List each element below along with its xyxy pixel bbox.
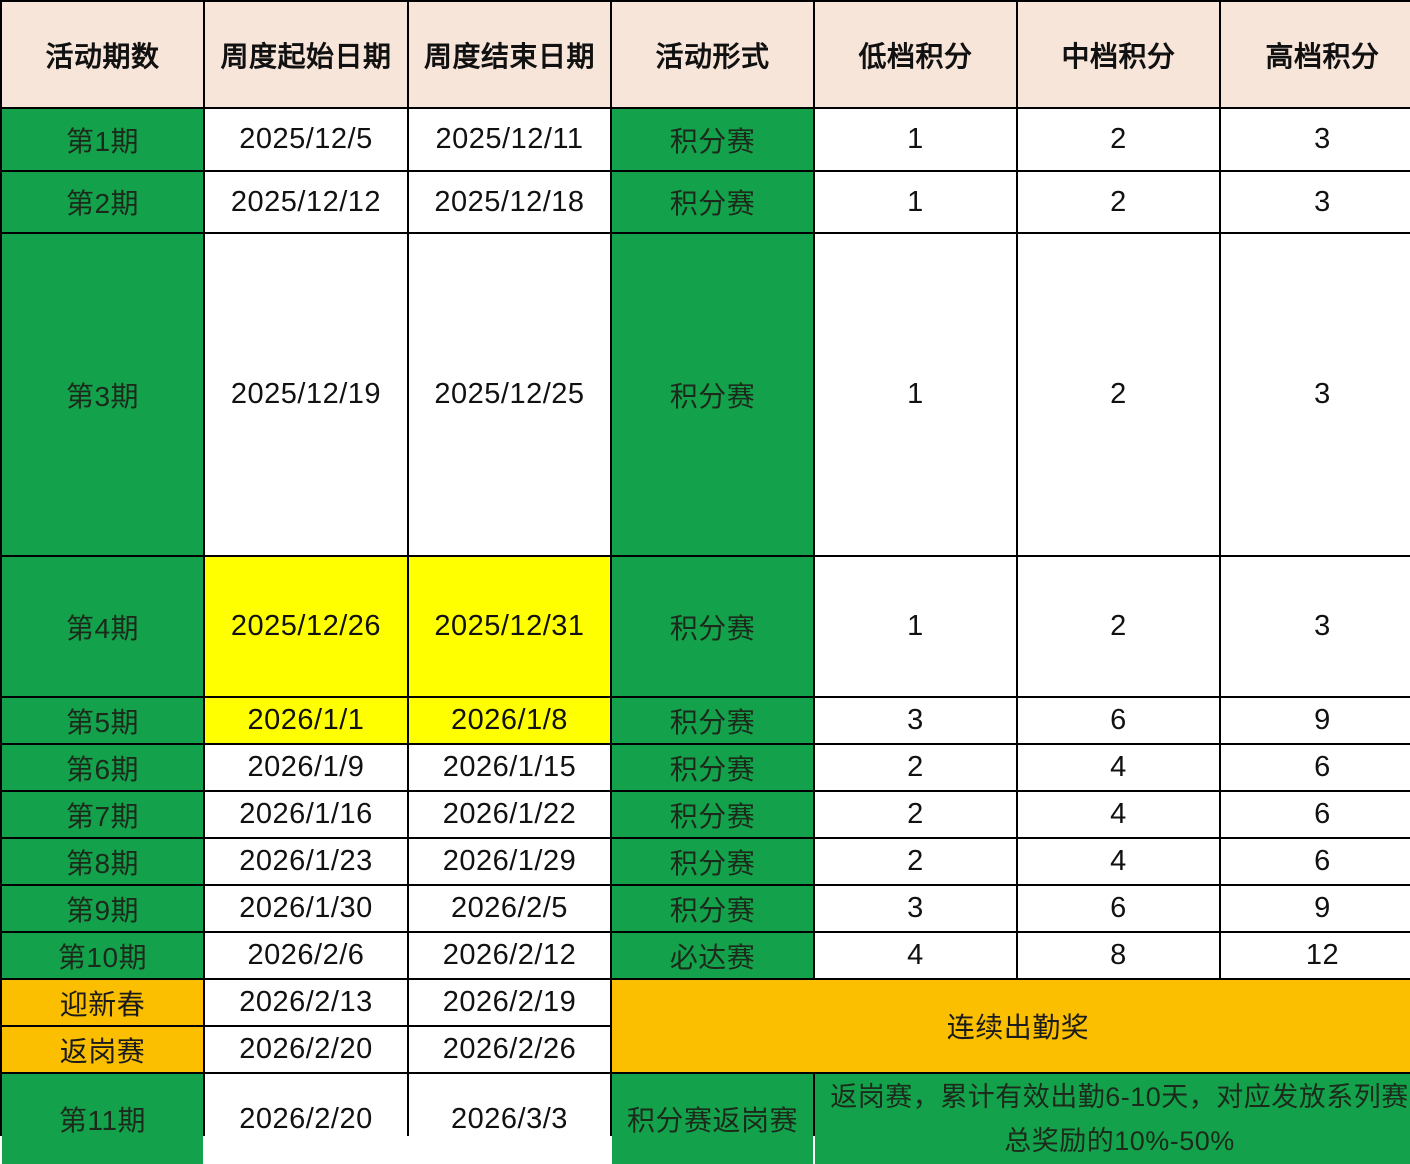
header-period: 活动期数 [2,2,203,107]
cell-period: 第6期 [2,745,203,790]
cell-format: 积分赛返岗赛 [612,1074,813,1164]
cell-start-date: 2026/1/16 [205,792,407,837]
cell-low-points: 1 [815,109,1016,170]
cell-mid-points: 6 [1018,886,1219,931]
cell-format: 积分赛 [612,172,813,232]
cell-end-date: 2026/2/26 [409,1027,610,1072]
cell-low-points: 1 [815,234,1016,555]
cell-mid-points: 4 [1018,745,1219,790]
cell-end-date: 2026/1/29 [409,839,610,884]
cell-start-date: 2026/2/20 [205,1027,407,1072]
cell-mid-points: 4 [1018,839,1219,884]
cell-start-date: 2026/2/20 [205,1074,407,1164]
cell-low-points: 1 [815,557,1016,696]
cell-end-date: 2025/12/31 [409,557,610,696]
cell-end-date: 2026/1/22 [409,792,610,837]
cell-mid-points: 6 [1018,698,1219,743]
cell-period: 第9期 [2,886,203,931]
cell-period: 返岗赛 [2,1027,203,1072]
return-race-description: 返岗赛，累计有效出勤6-10天，对应发放系列赛总奖励的10%-50% [815,1074,1410,1164]
cell-high-points: 12 [1221,933,1410,978]
cell-end-date: 2026/1/8 [409,698,610,743]
cell-low-points: 2 [815,792,1016,837]
cell-start-date: 2026/1/23 [205,839,407,884]
header-start-date: 周度起始日期 [205,2,407,107]
cell-high-points: 3 [1221,234,1410,555]
cell-format: 必达赛 [612,933,813,978]
cell-start-date: 2025/12/19 [205,234,407,555]
header-end-date: 周度结束日期 [409,2,610,107]
header-low-points: 低档积分 [815,2,1016,107]
cell-format: 积分赛 [612,234,813,555]
cell-mid-points: 2 [1018,172,1219,232]
cell-high-points: 9 [1221,698,1410,743]
cell-end-date: 2026/2/5 [409,886,610,931]
cell-low-points: 4 [815,933,1016,978]
cell-high-points: 3 [1221,557,1410,696]
cell-end-date: 2025/12/18 [409,172,610,232]
cell-low-points: 2 [815,839,1016,884]
cell-mid-points: 2 [1018,234,1219,555]
cell-start-date: 2026/1/30 [205,886,407,931]
cell-period: 第5期 [2,698,203,743]
cell-start-date: 2026/2/13 [205,980,407,1025]
cell-start-date: 2026/2/6 [205,933,407,978]
attendance-award-cell: 连续出勤奖 [612,980,1410,1072]
cell-period: 第1期 [2,109,203,170]
cell-format: 积分赛 [612,745,813,790]
cell-period: 第2期 [2,172,203,232]
header-mid-points: 中档积分 [1018,2,1219,107]
cell-low-points: 1 [815,172,1016,232]
header-format: 活动形式 [612,2,813,107]
cell-start-date: 2025/12/26 [205,557,407,696]
cell-mid-points: 4 [1018,792,1219,837]
cell-high-points: 3 [1221,172,1410,232]
cell-end-date: 2026/1/15 [409,745,610,790]
cell-period: 第8期 [2,839,203,884]
cell-low-points: 3 [815,698,1016,743]
cell-end-date: 2026/2/12 [409,933,610,978]
cell-high-points: 3 [1221,109,1410,170]
header-high-points: 高档积分 [1221,2,1410,107]
cell-high-points: 6 [1221,792,1410,837]
cell-format: 积分赛 [612,839,813,884]
cell-format: 积分赛 [612,698,813,743]
cell-period: 第7期 [2,792,203,837]
cell-format: 积分赛 [612,557,813,696]
cell-end-date: 2026/3/3 [409,1074,610,1164]
cell-start-date: 2025/12/5 [205,109,407,170]
cell-high-points: 6 [1221,745,1410,790]
cell-format: 积分赛 [612,792,813,837]
cell-format: 积分赛 [612,109,813,170]
cell-period: 第3期 [2,234,203,555]
cell-start-date: 2025/12/12 [205,172,407,232]
cell-start-date: 2026/1/9 [205,745,407,790]
cell-start-date: 2026/1/1 [205,698,407,743]
cell-end-date: 2025/12/11 [409,109,610,170]
cell-high-points: 9 [1221,886,1410,931]
cell-mid-points: 2 [1018,109,1219,170]
cell-format: 积分赛 [612,886,813,931]
cell-period: 迎新春 [2,980,203,1025]
cell-end-date: 2026/2/19 [409,980,610,1025]
cell-mid-points: 8 [1018,933,1219,978]
cell-low-points: 3 [815,886,1016,931]
cell-high-points: 6 [1221,839,1410,884]
cell-period: 第4期 [2,557,203,696]
cell-low-points: 2 [815,745,1016,790]
cell-end-date: 2025/12/25 [409,234,610,555]
cell-mid-points: 2 [1018,557,1219,696]
cell-period: 第11期 [2,1074,203,1164]
cell-period: 第10期 [2,933,203,978]
